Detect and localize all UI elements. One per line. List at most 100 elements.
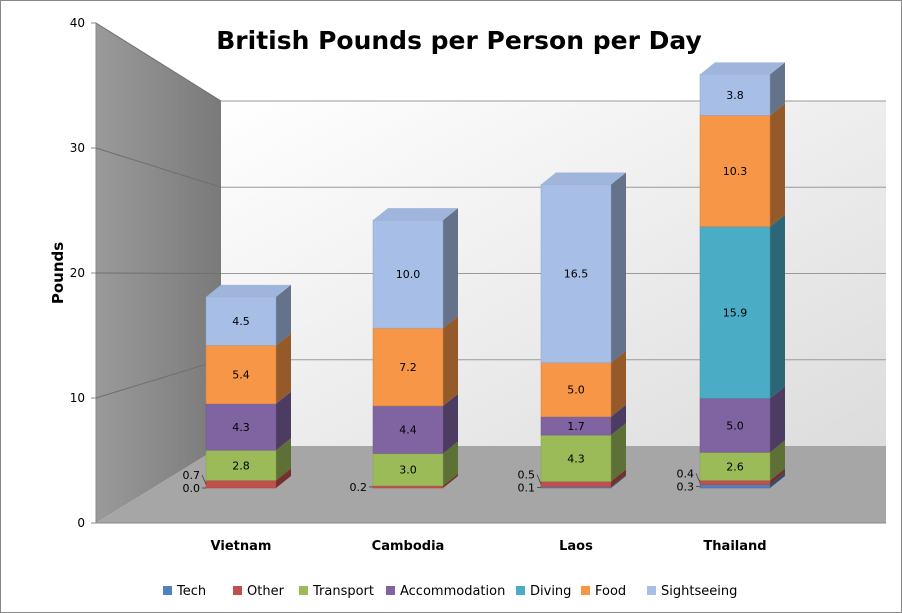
bar-side	[443, 441, 458, 486]
bar-side	[276, 468, 291, 488]
bar-segment	[205, 480, 277, 489]
bar-segment	[540, 481, 612, 488]
bar-segment	[699, 226, 771, 399]
data-label: 1.7	[567, 420, 585, 433]
gridline-side	[95, 272, 222, 274]
bar-segment	[540, 434, 612, 482]
data-label: 0.3	[677, 480, 695, 493]
data-label: 4.3	[232, 421, 250, 434]
data-label: 0.2	[350, 481, 368, 494]
bar-side	[611, 469, 626, 487]
bar-segment	[699, 115, 771, 227]
legend-label: Accommodation	[400, 584, 505, 599]
gridline-side	[95, 359, 222, 399]
bar-side	[276, 438, 291, 481]
bar-segment	[699, 74, 771, 116]
legend-swatch	[299, 586, 308, 595]
data-label: 5.4	[232, 369, 250, 382]
legend-swatch	[647, 586, 656, 595]
bar-segment	[699, 398, 771, 453]
bar-side	[770, 103, 785, 227]
bar-side	[611, 172, 626, 363]
data-label: 0.0	[183, 482, 201, 495]
bar-side	[276, 333, 291, 404]
data-label: 0.5	[518, 468, 536, 481]
bar-segment	[372, 485, 444, 489]
bar-segment	[205, 296, 277, 346]
bar-side	[276, 391, 291, 451]
legend-label: Other	[247, 584, 285, 599]
bar-side	[443, 208, 458, 329]
data-label: 10.3	[723, 165, 748, 178]
data-label: 0.1	[518, 481, 536, 494]
bar-segment	[540, 362, 612, 417]
bar-segment	[205, 345, 277, 405]
data-label: 2.8	[232, 459, 250, 472]
bar-segment	[372, 219, 444, 329]
bar-top	[700, 62, 785, 75]
bar-side	[276, 284, 291, 346]
legend-label: Diving	[530, 584, 571, 599]
bar-side	[770, 62, 785, 116]
legend-swatch	[163, 586, 172, 595]
bar-side	[443, 393, 458, 454]
legend-label: Food	[595, 584, 626, 599]
bar-side	[611, 350, 626, 417]
bar-side	[770, 468, 785, 485]
y-tick-label: 10	[70, 391, 85, 405]
y-tick-label: 0	[77, 516, 85, 530]
gridline-side	[95, 147, 222, 188]
legend-label: Tech	[176, 584, 206, 599]
x-tick-label: Cambodia	[372, 539, 445, 554]
x-tick-label: Vietnam	[211, 539, 272, 554]
data-label: 3.0	[399, 464, 417, 477]
data-label-leader	[695, 473, 701, 483]
legend-swatch	[233, 586, 242, 595]
legend-label: Sightseeing	[661, 584, 737, 599]
y-tick-label: 40	[70, 16, 85, 30]
bar-side	[770, 440, 785, 481]
chart-title: British Pounds per Person per Day	[216, 26, 702, 55]
data-label: 4.4	[399, 424, 417, 437]
legend-label: Transport	[312, 584, 374, 599]
data-label: 7.2	[399, 361, 417, 374]
legend-swatch	[581, 586, 590, 595]
bar-segment	[205, 403, 277, 451]
data-label-leader	[536, 474, 542, 485]
bar-top	[206, 284, 291, 297]
bar-segment	[540, 184, 612, 363]
y-tick-label: 30	[70, 141, 85, 155]
gridline-side	[95, 22, 222, 102]
legend-swatch	[386, 586, 395, 595]
data-label: 0.4	[677, 467, 695, 480]
data-label: 3.8	[726, 89, 744, 102]
bar-side	[611, 404, 626, 436]
bar-side	[611, 423, 626, 482]
bar-side	[611, 474, 626, 488]
data-label: 16.5	[564, 268, 589, 281]
y-tick-label: 20	[70, 266, 85, 280]
bar-segment	[372, 453, 444, 487]
data-label-leader	[201, 474, 207, 485]
bar-side	[443, 316, 458, 406]
bar-segment	[372, 327, 444, 407]
bar-segment	[699, 484, 771, 489]
data-label: 5.0	[726, 419, 744, 432]
data-label: 4.5	[232, 315, 250, 328]
bar-segment	[372, 405, 444, 454]
bar-side	[443, 473, 458, 488]
bar-segment	[699, 480, 771, 486]
y-axis-label: Pounds	[49, 242, 67, 304]
bar-side	[770, 386, 785, 453]
x-tick-label: Thailand	[703, 539, 766, 554]
data-label: 5.0	[567, 384, 585, 397]
bar-top	[541, 172, 626, 185]
bar-segment	[699, 452, 771, 481]
bar-segment	[205, 449, 277, 481]
bar-top	[373, 208, 458, 221]
data-label: 15.9	[723, 307, 748, 320]
floor	[96, 446, 886, 523]
data-label: 2.6	[726, 460, 744, 473]
